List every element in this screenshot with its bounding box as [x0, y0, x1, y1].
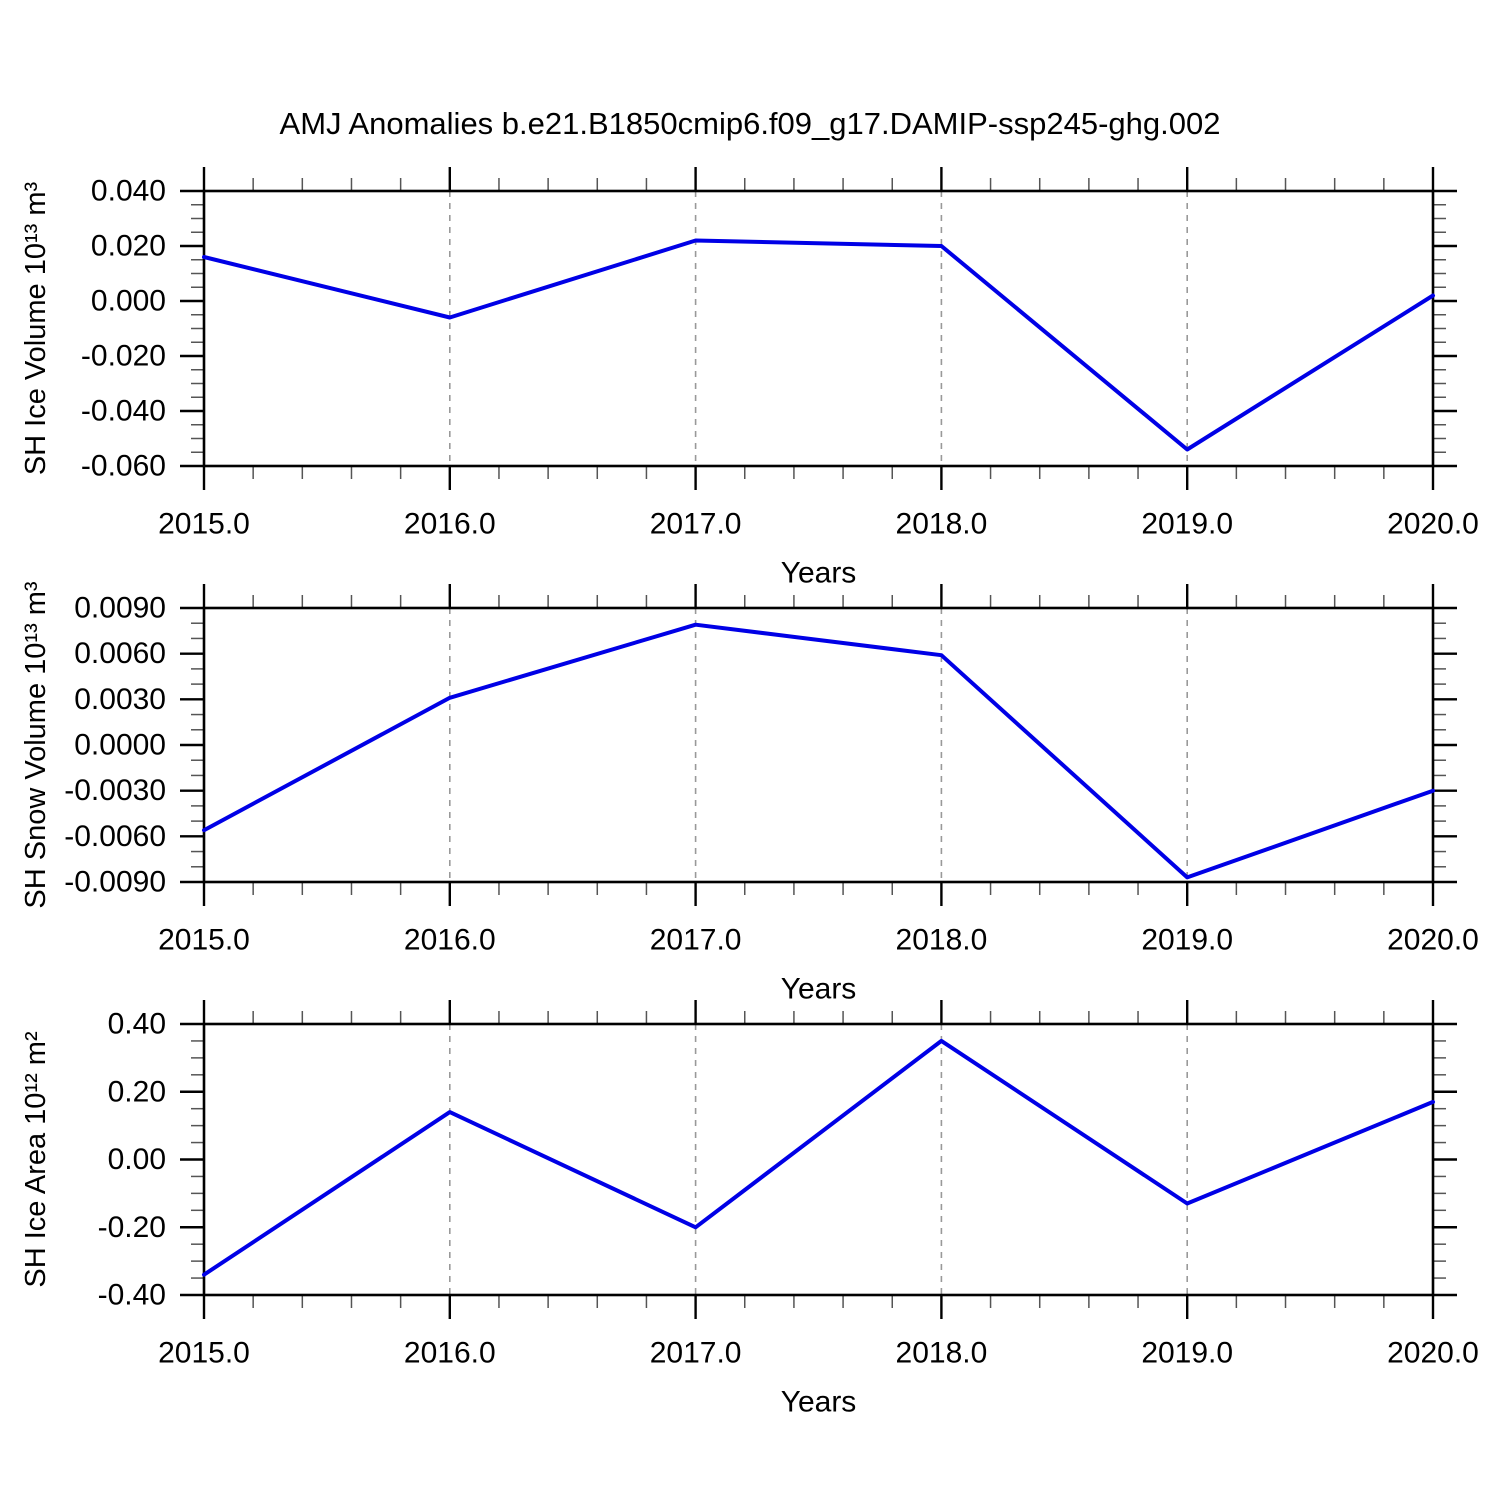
- data-line: [202, 622, 1435, 880]
- y-tick-label: -0.40: [98, 1279, 166, 1312]
- x-tick-label: 2020.0: [1387, 508, 1479, 541]
- y-tick-label: -0.0030: [64, 774, 166, 807]
- x-tick-label: 2020.0: [1387, 1337, 1479, 1370]
- x-tick-label: 2017.0: [650, 508, 742, 541]
- y-tick-label: 0.0090: [74, 592, 166, 625]
- sh-snow-volume-chart: 0.0090 0.0060 0.0030 0.0000 -0.0030 -0.0060 -0…: [20, 581, 1479, 1005]
- x-axis-label: Years: [781, 557, 857, 590]
- x-tick-label: 2015.0: [158, 1337, 250, 1370]
- axis-frame: [202, 189, 1435, 468]
- x-tick-label: 2018.0: [896, 1337, 988, 1370]
- y-axis-label: SH Snow Volume 10¹³ m³: [20, 581, 52, 909]
- y-tick-label: 0.20: [108, 1075, 166, 1108]
- axis-frame: [202, 1022, 1435, 1297]
- x-axis-label: Years: [781, 973, 857, 1006]
- x-tick-label: 2015.0: [158, 924, 250, 957]
- y-tick-label: 0.40: [108, 1008, 166, 1041]
- x-tick-label: 2019.0: [1141, 924, 1233, 957]
- sh-ice-volume-chart: 0.040 0.020 0.000 -0.020 -0.040 -0.060 2015.0 2…: [20, 167, 1479, 590]
- y-tick-label: 0.00: [108, 1143, 166, 1176]
- y-axis-label: SH Ice Area 10¹² m²: [20, 1031, 52, 1288]
- x-tick-label: 2016.0: [404, 508, 496, 541]
- y-tick-label: -0.060: [81, 450, 166, 483]
- y-tick-label: 0.000: [91, 285, 166, 318]
- axis-frame: [202, 606, 1435, 884]
- y-tick-label: -0.20: [98, 1211, 166, 1244]
- y-tick-label: -0.020: [81, 340, 166, 373]
- x-tick-label: 2019.0: [1141, 508, 1233, 541]
- y-tick-label: -0.040: [81, 395, 166, 428]
- data-line: [202, 1038, 1435, 1277]
- x-tick-label: 2018.0: [896, 508, 988, 541]
- y-axis-label: SH Ice Volume 10¹³ m³: [20, 182, 52, 476]
- data-line: [202, 238, 1435, 452]
- x-tick-label: 2020.0: [1387, 924, 1479, 957]
- y-tick-label: -0.0060: [64, 820, 166, 853]
- chart-title: AMJ Anomalies b.e21.B1850cmip6.f09_g17.D…: [279, 106, 1221, 141]
- y-tick-label: 0.040: [91, 175, 166, 208]
- x-tick-label: 2016.0: [404, 924, 496, 957]
- sh-ice-area-chart: 0.40 0.20 0.00 -0.20 -0.40 2015.0 2016.0 2017.0…: [20, 1000, 1479, 1419]
- x-tick-label: 2016.0: [404, 1337, 496, 1370]
- x-tick-label: 2017.0: [650, 1337, 742, 1370]
- x-tick-label: 2019.0: [1141, 1337, 1233, 1370]
- x-tick-label: 2018.0: [896, 924, 988, 957]
- x-tick-label: 2015.0: [158, 508, 250, 541]
- y-tick-label: 0.0030: [74, 683, 166, 716]
- y-tick-label: 0.020: [91, 230, 166, 263]
- y-tick-label: -0.0090: [64, 866, 166, 899]
- x-axis-label: Years: [781, 1386, 857, 1419]
- y-tick-label: 0.0060: [74, 637, 166, 670]
- y-tick-label: 0.0000: [74, 729, 166, 762]
- x-tick-label: 2017.0: [650, 924, 742, 957]
